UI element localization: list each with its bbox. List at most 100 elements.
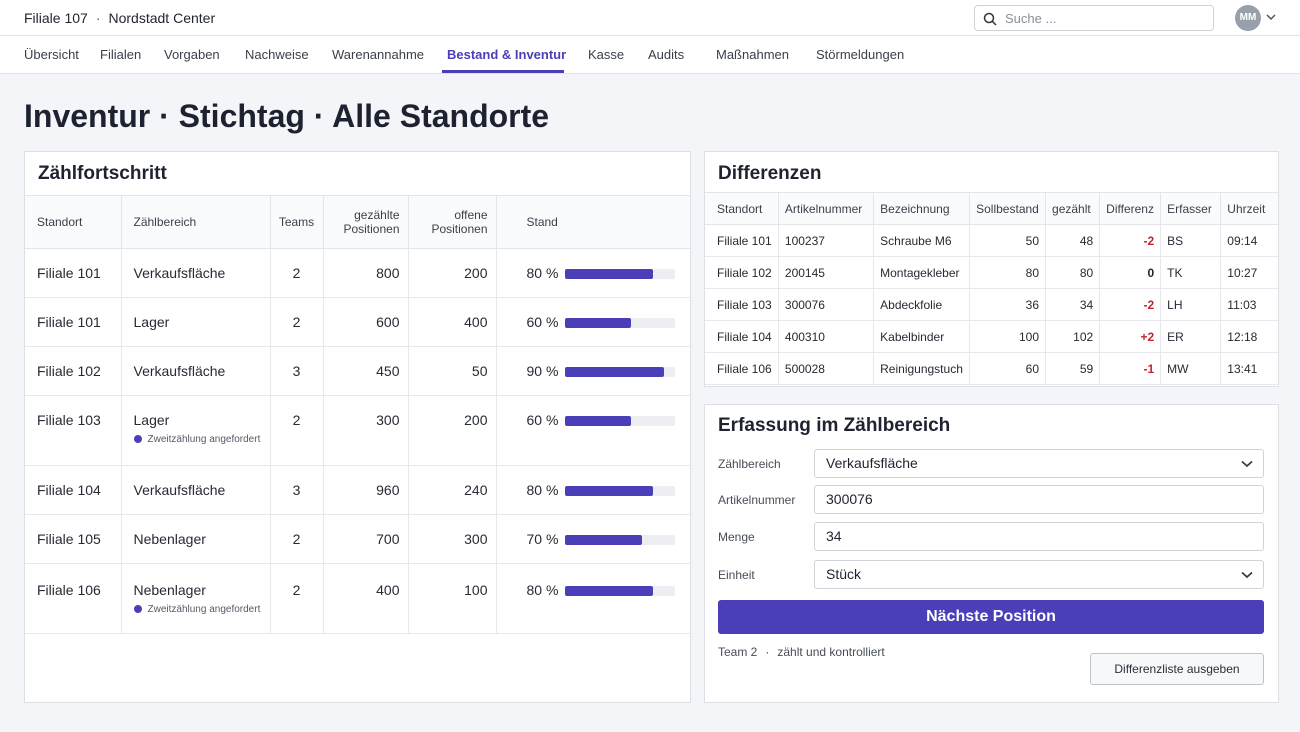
zaehlbereich-label: Zählbereich <box>718 457 781 471</box>
tab-uebersicht[interactable]: Übersicht <box>24 47 79 62</box>
table-row[interactable]: Filiale 101 Verkaufsfläche 2 800 200 80 … <box>25 248 690 298</box>
export-differences-button[interactable]: Differenzliste ausgeben <box>1090 653 1264 685</box>
cell-offen: 50 <box>408 346 497 396</box>
cell-stand: 70 % <box>496 514 690 564</box>
cell-offen: 200 <box>408 248 497 298</box>
stand-percent: 60 % <box>526 314 559 330</box>
cell-erfasser: ER <box>1160 320 1222 353</box>
progress-card: Zählfortschritt Standort Zählbereich Tea… <box>24 151 691 703</box>
cell-gezaehlt: 102 <box>1045 320 1101 353</box>
table-row[interactable]: Filiale 106 500028 Reinigungstuch 60 59 … <box>705 352 1278 385</box>
tab-nachweise[interactable]: Nachweise <box>245 47 309 62</box>
cell-stand: 80 % <box>496 465 690 515</box>
tab-vorgaben[interactable]: Vorgaben <box>164 47 220 62</box>
menge-input[interactable]: 34 <box>814 522 1264 551</box>
separator: · <box>765 645 770 659</box>
cell-standort: Filiale 104 <box>705 320 779 353</box>
top-bar: Filiale 107 · Nordstadt Center MM <box>0 0 1300 36</box>
cell-bezeichnung: Reinigungstuch <box>873 352 971 385</box>
cell-offen: 100 <box>408 563 497 634</box>
progress-bar-fill <box>564 535 642 546</box>
col-standort: Standort <box>705 192 779 225</box>
col-offen-line1: offene <box>454 208 488 222</box>
separator: · <box>95 10 101 26</box>
table-row[interactable]: Filiale 104 Verkaufsfläche 3 960 240 80 … <box>25 465 690 515</box>
cell-teams: 2 <box>270 395 324 466</box>
progress-bar <box>564 318 675 329</box>
stand-percent: 80 % <box>526 482 559 498</box>
cell-standort: Filiale 101 <box>25 297 122 347</box>
col-standort: Standort <box>25 195 122 249</box>
tab-bestand-inventur[interactable]: Bestand & Inventur <box>447 47 567 62</box>
table-row[interactable]: Filiale 103 Lager Zweitzählung angeforder… <box>25 395 690 466</box>
main-nav: Übersicht Filialen Vorgaben Nachweise Wa… <box>0 36 1300 74</box>
cell-stand: 80 % <box>496 563 690 634</box>
cell-artikel: 500028 <box>778 352 875 385</box>
einheit-select[interactable]: Stück <box>814 560 1264 589</box>
store-id: Filiale 107 <box>24 10 88 26</box>
cell-uhrzeit: 09:14 <box>1220 224 1278 257</box>
cell-uhrzeit: 12:18 <box>1220 320 1278 353</box>
stand-percent: 60 % <box>526 412 559 428</box>
cell-uhrzeit: 13:41 <box>1220 352 1278 385</box>
artikelnummer-input[interactable]: 300076 <box>814 485 1264 514</box>
col-sollbestand: Sollbestand <box>969 192 1047 225</box>
search-input[interactable] <box>1005 9 1205 27</box>
tab-filialen[interactable]: Filialen <box>100 47 142 62</box>
stand-percent: 80 % <box>526 265 559 281</box>
cell-erfasser: LH <box>1160 288 1222 321</box>
store-indicator: Filiale 107 · Nordstadt Center <box>24 10 215 26</box>
chevron-down-icon <box>1241 571 1253 579</box>
progress-bar <box>564 269 675 280</box>
cell-bezeichnung: Abdeckfolie <box>873 288 971 321</box>
cell-bezeichnung: Schraube M6 <box>873 224 971 257</box>
zaehlbereich-select[interactable]: Verkaufsfläche <box>814 449 1264 478</box>
chevron-down-icon[interactable] <box>1266 13 1276 21</box>
cell-gezaehlt: 700 <box>323 514 409 564</box>
tab-kasse[interactable]: Kasse <box>588 47 625 62</box>
cell-stand: 80 % <box>496 248 690 298</box>
user-avatar[interactable]: MM <box>1235 5 1261 31</box>
menge-label: Menge <box>718 530 755 544</box>
cell-bezeichnung: Kabelbinder <box>873 320 971 353</box>
artikelnummer-value: 300076 <box>826 491 873 507</box>
table-row[interactable]: Filiale 102 200145 Montagekleber 80 80 0… <box>705 256 1278 289</box>
search-icon <box>983 12 997 26</box>
cell-artikel: 100237 <box>778 224 875 257</box>
table-row[interactable]: Filiale 101 Lager 2 600 400 60 % <box>25 297 690 347</box>
tab-audits[interactable]: Audits <box>648 47 685 62</box>
next-position-button[interactable]: Nächste Position <box>718 600 1264 634</box>
recount-note: Zweitzählung angefordert <box>133 434 264 445</box>
cell-gezaehlt: 600 <box>323 297 409 347</box>
tab-massnahmen[interactable]: Maßnahmen <box>716 47 789 62</box>
table-row[interactable]: Filiale 101 100237 Schraube M6 50 48 -2 … <box>705 224 1278 257</box>
cell-standort: Filiale 101 <box>705 224 779 257</box>
bereich-label: Lager <box>133 412 170 428</box>
col-artikelnummer: Artikelnummer <box>778 192 875 225</box>
col-uhrzeit: Uhrzeit <box>1220 192 1278 225</box>
team-label: Team 2 <box>718 645 758 659</box>
col-offen: offene Positionen <box>408 195 497 249</box>
tab-stoermeldungen[interactable]: Störmeldungen <box>816 47 905 62</box>
team-info: Team 2 · zählt und kontrolliert <box>718 645 885 659</box>
table-row[interactable]: Filiale 105 Nebenlager 2 700 300 70 % <box>25 514 690 564</box>
progress-bar-fill <box>564 586 653 597</box>
cell-standort: Filiale 102 <box>705 256 779 289</box>
status-dot-icon <box>133 435 142 443</box>
cell-bereich: Lager <box>121 297 271 347</box>
progress-bar <box>564 416 675 427</box>
cell-standort: Filiale 101 <box>25 248 122 298</box>
table-row[interactable]: Filiale 104 400310 Kabelbinder 100 102 +… <box>705 320 1278 353</box>
table-row[interactable]: Filiale 103 300076 Abdeckfolie 36 34 -2 … <box>705 288 1278 321</box>
einheit-label: Einheit <box>718 568 755 582</box>
table-row[interactable]: Filiale 102 Verkaufsfläche 3 450 50 90 % <box>25 346 690 396</box>
progress-bar <box>564 367 675 378</box>
cell-gezaehlt: 800 <box>323 248 409 298</box>
tab-warenannahme[interactable]: Warenannahme <box>332 47 425 62</box>
search-box[interactable] <box>974 5 1214 31</box>
table-row[interactable]: Filiale 106 Nebenlager Zweitzählung angef… <box>25 563 690 634</box>
cell-teams: 2 <box>270 297 324 347</box>
differences-title: Differenzen <box>718 163 822 184</box>
cell-bereich: Nebenlager <box>121 514 271 564</box>
cell-artikel: 300076 <box>778 288 875 321</box>
